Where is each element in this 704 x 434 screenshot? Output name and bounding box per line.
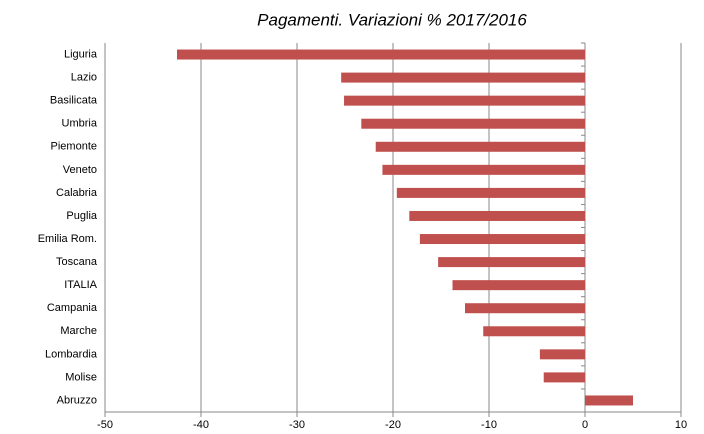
y-tick-label: Lazio xyxy=(71,72,97,84)
y-tick-label: Calabria xyxy=(56,187,98,199)
bar xyxy=(396,187,585,198)
bar xyxy=(539,349,585,360)
x-tick-label: 10 xyxy=(675,419,687,431)
bar xyxy=(409,210,585,221)
y-tick-label: Basilicata xyxy=(50,95,98,107)
bar xyxy=(585,395,633,406)
x-tick-label: -20 xyxy=(385,419,401,431)
chart-title: Pagamenti. Variazioni % 2017/2016 xyxy=(257,10,527,29)
y-tick-label: Toscana xyxy=(56,256,98,268)
x-tick-label: -50 xyxy=(97,419,113,431)
y-tick-label: Campania xyxy=(47,302,98,314)
y-tick-label: Liguria xyxy=(64,48,98,60)
bar xyxy=(438,257,585,268)
bar xyxy=(375,141,585,152)
x-tick-label: -40 xyxy=(193,419,209,431)
y-tick-label: Marche xyxy=(60,325,97,337)
y-tick-label: Emilia Rom. xyxy=(38,233,97,245)
x-tick-label: -10 xyxy=(481,419,497,431)
y-tick-label: Puglia xyxy=(66,210,97,222)
x-tick-label: 0 xyxy=(582,419,588,431)
bar xyxy=(177,49,585,60)
bar xyxy=(341,72,585,83)
y-tick-label: Abruzzo xyxy=(57,394,97,406)
bar xyxy=(465,303,585,314)
bar xyxy=(543,372,585,383)
bar xyxy=(382,164,585,175)
y-tick-label: Lombardia xyxy=(45,348,98,360)
y-tick-label: Veneto xyxy=(63,164,97,176)
bar xyxy=(452,280,585,291)
y-tick-label: Piemonte xyxy=(51,141,97,153)
bar xyxy=(344,95,585,106)
y-tick-label: Umbria xyxy=(62,118,98,130)
x-tick-label: -30 xyxy=(289,419,305,431)
y-tick-label: ITALIA xyxy=(64,279,97,291)
y-tick-label: Molise xyxy=(65,371,97,383)
bar xyxy=(483,326,585,337)
bar xyxy=(419,234,585,245)
bar xyxy=(361,118,585,129)
